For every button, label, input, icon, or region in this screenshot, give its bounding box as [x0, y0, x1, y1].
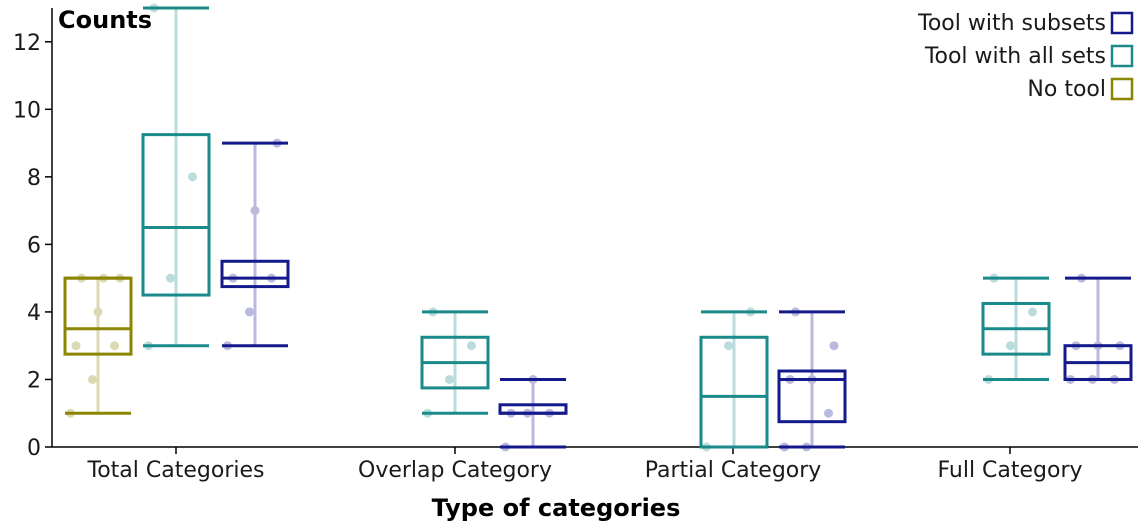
box-tool-with-subsets: [498, 374, 568, 452]
x-ticks: Total Categories Overlap Category Partial …: [87, 447, 1083, 483]
legend-item: Tool with all sets: [924, 44, 1134, 69]
box-tool-with-subsets: [777, 307, 847, 452]
y-tick-label: 8: [27, 166, 41, 191]
data-point: [166, 273, 175, 283]
legend-swatch: [1110, 44, 1134, 68]
data-point: [467, 341, 476, 351]
legend-item: Tool with subsets: [917, 11, 1134, 36]
box-tool-with-all-sets: [420, 307, 490, 418]
y-axis-title: Counts: [58, 6, 152, 34]
y-tick-label: 12: [13, 31, 41, 56]
data-point: [1028, 307, 1037, 317]
legend-label: No tool: [1027, 77, 1106, 102]
box-tool-with-all-sets: [981, 273, 1051, 384]
legend-label: Tool with subsets: [917, 11, 1106, 36]
data-point: [188, 172, 197, 182]
x-tick-label: Total Categories: [87, 458, 265, 483]
data-point: [829, 341, 839, 351]
x-tick-label: Overlap Category: [358, 458, 552, 483]
x-axis-title: Type of categories: [432, 494, 681, 522]
legend: Tool with subsets Tool with all sets No to…: [917, 11, 1134, 102]
iqr-box: [141, 133, 211, 297]
y-tick-label: 0: [27, 436, 41, 461]
legend-swatch: [1110, 77, 1134, 101]
legend-label: Tool with all sets: [924, 44, 1106, 69]
data-point: [824, 408, 833, 418]
data-point: [88, 374, 97, 384]
axes: 0 2 4 6 8 10 12 Total Categories Overlap Catego…: [13, 8, 1138, 483]
iqr-box: [63, 276, 133, 356]
data-point: [445, 374, 454, 384]
data-point: [245, 307, 254, 317]
iqr-box: [777, 369, 847, 424]
box-tool-with-all-sets: [699, 307, 769, 452]
plot-area: [63, 3, 1133, 452]
y-tick-label: 10: [13, 98, 41, 123]
box-tool-with-all-sets: [141, 3, 211, 351]
data-point: [93, 307, 103, 317]
iqr-box: [699, 335, 769, 449]
y-ticks: 0 2 4 6 8 10 12: [13, 31, 52, 461]
box-no-tool: [63, 273, 133, 418]
y-tick-label: 4: [27, 301, 41, 326]
data-point: [250, 206, 260, 216]
iqr-box: [220, 259, 290, 289]
data-point: [724, 341, 733, 351]
data-point: [1006, 341, 1015, 351]
data-point: [110, 341, 119, 351]
box-tool-with-subsets: [220, 138, 290, 351]
x-tick-label: Partial Category: [645, 458, 822, 483]
box-tool-with-subsets: [1063, 273, 1133, 384]
y-tick-label: 2: [27, 368, 41, 393]
legend-item: No tool: [1027, 77, 1134, 102]
y-tick-label: 6: [27, 233, 41, 258]
data-point: [71, 341, 81, 351]
legend-swatch: [1110, 11, 1134, 35]
x-tick-label: Full Category: [937, 458, 1082, 483]
